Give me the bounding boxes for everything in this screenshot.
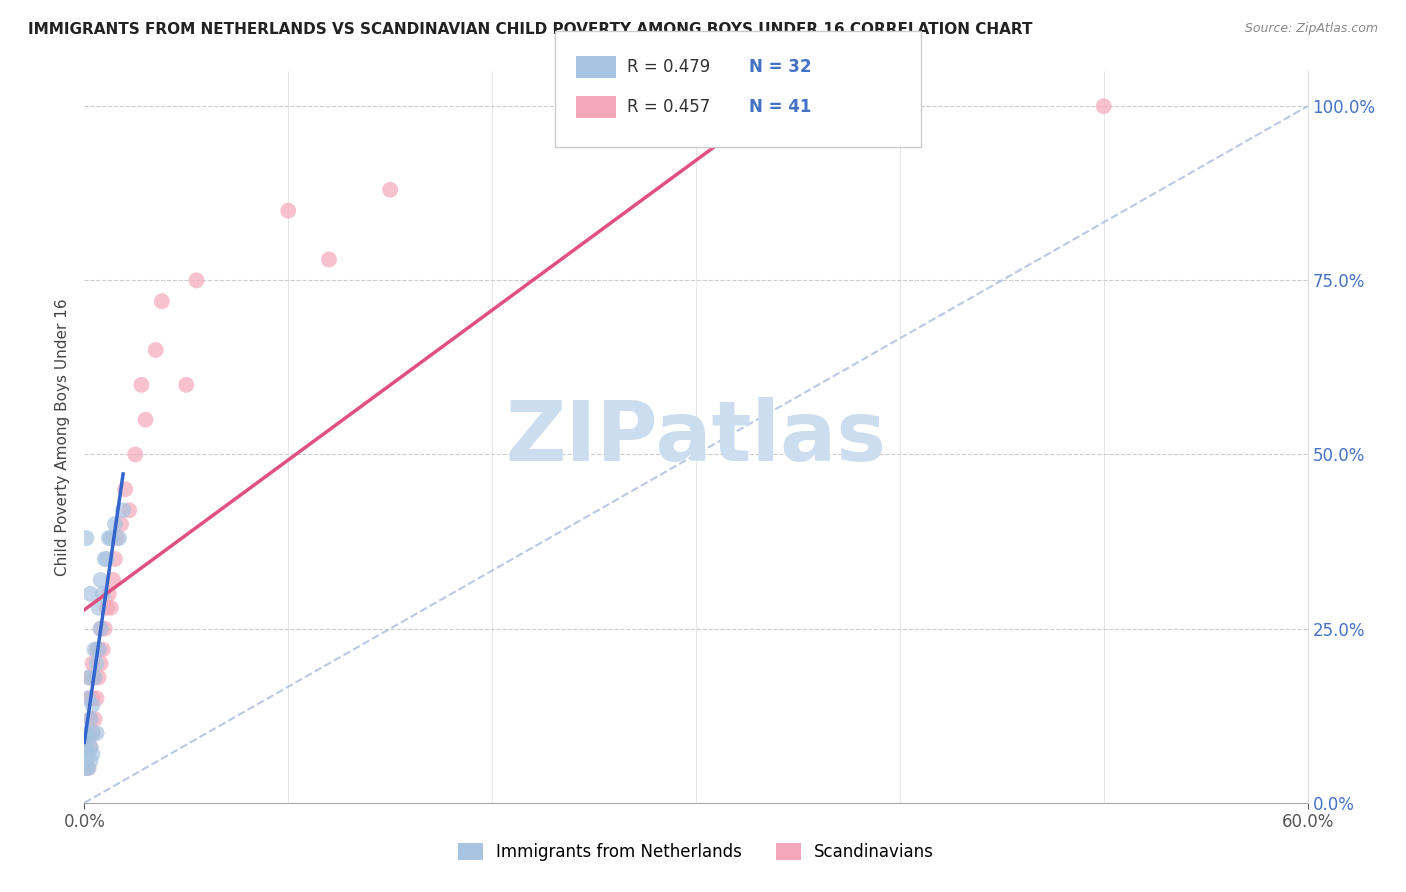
Point (96, 600, 118, 615)
Point (75, 726, 97, 740)
Point (83, 642, 105, 657)
Point (86, 726, 108, 740)
Point (87, 670, 110, 684)
Point (77, 733, 100, 747)
Point (79, 740, 101, 755)
Point (100, 600, 122, 615)
Point (79, 712, 101, 726)
Y-axis label: Child Poverty Among Boys Under 16: Child Poverty Among Boys Under 16 (55, 298, 70, 576)
Point (79, 712, 101, 726)
Point (82, 657, 104, 671)
Text: R = 0.457: R = 0.457 (627, 98, 710, 116)
Point (114, 483, 136, 497)
Point (83, 712, 105, 726)
Point (150, 294, 173, 309)
Point (186, 273, 208, 287)
Point (93, 622, 115, 636)
Point (105, 531, 128, 545)
Point (83, 670, 105, 684)
Point (75, 531, 97, 545)
Point (131, 377, 153, 392)
Point (77, 691, 100, 706)
Point (79, 587, 101, 601)
Point (77, 747, 100, 761)
Point (112, 503, 135, 517)
Point (174, 377, 197, 392)
Text: N = 32: N = 32 (749, 58, 811, 76)
Point (101, 573, 124, 587)
Point (104, 517, 127, 532)
Text: N = 41: N = 41 (749, 98, 811, 116)
Point (93, 552, 115, 566)
Point (96, 552, 118, 566)
Point (90, 622, 112, 636)
Point (86, 657, 108, 671)
Point (90, 622, 112, 636)
Point (90, 573, 112, 587)
Point (75, 740, 97, 755)
Point (75, 761, 97, 775)
Point (1092, 99, 1115, 113)
Point (82, 691, 104, 706)
Point (97, 531, 120, 545)
Point (86, 642, 108, 657)
Point (118, 503, 141, 517)
Text: Source: ZipAtlas.com: Source: ZipAtlas.com (1244, 22, 1378, 36)
Point (82, 698, 104, 713)
Point (380, 183, 402, 197)
Point (91, 587, 114, 601)
Point (108, 531, 131, 545)
Point (75, 761, 97, 775)
Point (79, 754, 101, 768)
Point (77, 691, 100, 706)
Point (145, 343, 167, 357)
Point (90, 657, 112, 671)
Point (87, 600, 110, 615)
Point (100, 531, 122, 545)
Point (87, 642, 110, 657)
Point (110, 517, 132, 532)
Point (82, 726, 104, 740)
Point (97, 587, 120, 601)
Point (75, 740, 97, 755)
Point (318, 252, 340, 267)
Point (83, 670, 105, 684)
Point (79, 740, 101, 755)
Point (79, 670, 101, 684)
Point (77, 670, 100, 684)
Point (86, 691, 108, 706)
Point (77, 761, 100, 775)
Text: R = 0.479: R = 0.479 (627, 58, 710, 76)
Text: IMMIGRANTS FROM NETHERLANDS VS SCANDINAVIAN CHILD POVERTY AMONG BOYS UNDER 16 CO: IMMIGRANTS FROM NETHERLANDS VS SCANDINAV… (28, 22, 1032, 37)
Point (87, 642, 110, 657)
Point (91, 642, 114, 657)
Point (135, 412, 157, 426)
Point (77, 726, 100, 740)
Point (277, 203, 299, 218)
Text: ZIPatlas: ZIPatlas (506, 397, 886, 477)
Point (82, 726, 104, 740)
Point (124, 448, 146, 462)
Point (104, 552, 127, 566)
Legend: Immigrants from Netherlands, Scandinavians: Immigrants from Netherlands, Scandinavia… (451, 836, 941, 868)
Point (77, 761, 100, 775)
Point (82, 747, 104, 761)
